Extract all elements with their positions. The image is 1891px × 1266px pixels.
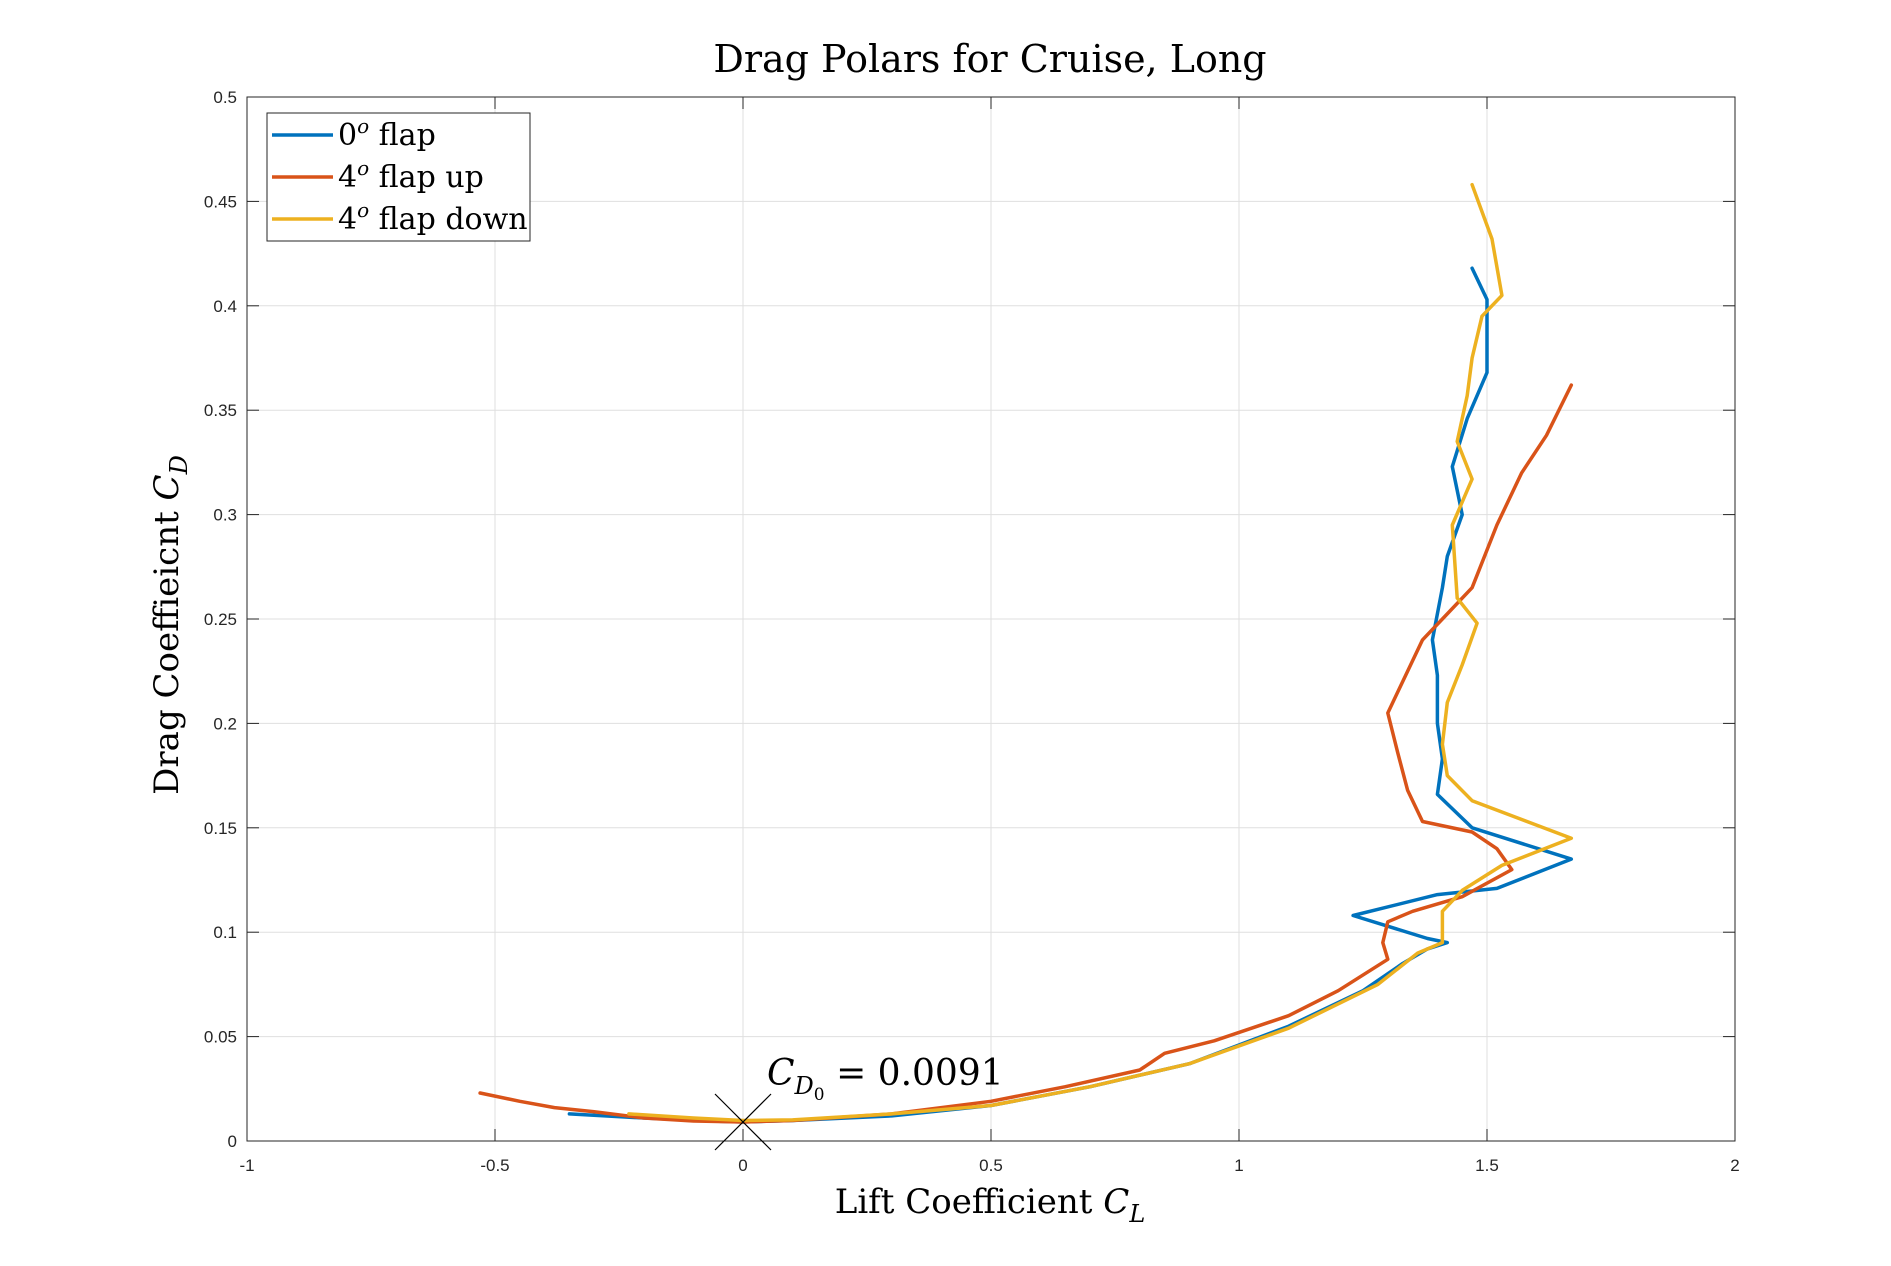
cd0-label-symbol: C — [767, 1053, 795, 1094]
x-axis-label-subscript: L — [1128, 1200, 1145, 1228]
y-axis-label-text: Drag Coeffieicnt — [147, 511, 187, 795]
y-tick-label: 0.25 — [204, 610, 237, 629]
legend-label-2-sup: o — [357, 198, 369, 222]
y-tick-label: 0 — [228, 1132, 237, 1151]
x-tick-label: 0 — [738, 1156, 747, 1175]
y-axis-label: Drag Coeffieicnt CD — [147, 455, 193, 795]
legend-entry-2: 4o flap down — [272, 198, 528, 237]
y-tick-label: 0.35 — [204, 401, 237, 420]
series-lines — [478, 182, 1574, 1124]
legend-label-2: 4o flap down — [338, 198, 528, 237]
x-tick-label: 1.5 — [1475, 1156, 1499, 1175]
y-tick-label: 0.4 — [213, 297, 237, 316]
cd0-label: CD0 = 0.0091 — [767, 1053, 1004, 1105]
legend-label-1: 4o flap up — [338, 156, 484, 195]
cd0-marker-stroke-b — [714, 1093, 772, 1151]
axis-ticks: -1 -0.5 0 0.5 1 1.5 2 0 0.05 0.1 0.15 0.2 0.25 0.3 0.3… — [204, 88, 1740, 1175]
x-tick-label: -0.5 — [480, 1156, 509, 1175]
y-axis-label-space — [147, 500, 187, 511]
x-axis-label-space — [1092, 1182, 1103, 1222]
y-tick-label: 0.15 — [204, 819, 237, 838]
chart-title: Drag Polars for Cruise, Long — [713, 37, 1266, 81]
legend-label-0-sup: o — [357, 114, 369, 138]
cd0-annotation: CD0 = 0.0091 — [714, 1053, 1004, 1151]
legend: 0o flap 4o flap up 4o flap down — [266, 112, 531, 242]
y-tick-label: 0.3 — [213, 506, 237, 525]
legend-entry-1: 4o flap up — [272, 156, 484, 195]
y-tick-label: 0.1 — [213, 923, 237, 942]
x-tick-label: 1 — [1234, 1156, 1243, 1175]
y-tick-label: 0.05 — [204, 1028, 237, 1047]
y-axis-label-symbol: C — [147, 474, 187, 500]
legend-label-0: 0o flap — [338, 114, 436, 153]
legend-entry-0: 0o flap — [272, 114, 436, 153]
legend-label-2-base: 4 — [338, 202, 357, 237]
legend-label-0-rest: flap — [369, 118, 436, 153]
y-tick-label: 0.2 — [213, 714, 237, 733]
legend-label-1-sup: o — [357, 156, 369, 180]
legend-label-0-base: 0 — [338, 118, 357, 153]
cd0-label-sub: D — [794, 1072, 814, 1100]
x-tick-label: 0.5 — [979, 1156, 1003, 1175]
x-tick-label: -1 — [239, 1156, 254, 1175]
legend-label-1-base: 4 — [338, 160, 357, 195]
legend-label-2-rest: flap down — [369, 202, 527, 237]
x-tick-label: 2 — [1730, 1156, 1739, 1175]
cd0-label-value: = 0.0091 — [825, 1053, 1004, 1094]
series-line-2 — [627, 182, 1574, 1123]
x-axis-label-symbol: C — [1103, 1182, 1129, 1222]
legend-label-1-rest: flap up — [369, 160, 484, 195]
y-tick-label: 0.5 — [213, 88, 237, 107]
y-tick-label: 0.45 — [204, 192, 237, 211]
y-axis-label-subscript: D — [165, 455, 193, 475]
x-axis-label-text: Lift Coefficient — [835, 1182, 1093, 1222]
cd0-label-subsub: 0 — [814, 1085, 825, 1105]
x-axis-label: Lift Coefficient CL — [835, 1182, 1146, 1228]
